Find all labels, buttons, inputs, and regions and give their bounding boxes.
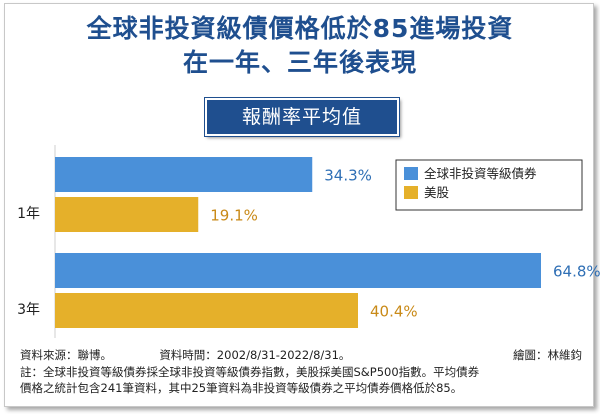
bar xyxy=(55,293,358,328)
category-label: 3年 xyxy=(17,302,40,318)
bar xyxy=(55,253,541,288)
bar xyxy=(55,197,199,232)
chart-subtitle-badge: 報酬率平均值 xyxy=(205,98,399,136)
footer-note-line1: 註：全球非投資等級債券採全球非投資等級債券指數，美股採美國S&P500指數。平均… xyxy=(20,365,480,379)
footer-source: 資料來源：聯博。 xyxy=(20,348,112,362)
bar-value-label: 34.3% xyxy=(324,167,372,185)
legend-entry: 美股 xyxy=(424,185,450,200)
footer-credit: 繪圖：林維鈞 xyxy=(513,348,582,362)
legend-swatch xyxy=(404,167,418,180)
footer-note-line2: 價格之統計包含241筆資料，其中25筆資料為非投資等級債券之平均債券價格低於85… xyxy=(20,381,463,395)
footer-period: 資料時間：2002/8/31-2022/8/31。 xyxy=(159,348,351,362)
bar-value-label: 19.1% xyxy=(210,207,258,225)
bar xyxy=(55,157,313,192)
legend-entry: 全球非投資等級債券 xyxy=(424,166,537,181)
chart-title-line1: 全球非投資級債價格低於85進場投資 xyxy=(86,14,514,43)
bar-value-label: 64.8% xyxy=(553,263,600,281)
chart-title-line2: 在一年、三年後表現 xyxy=(182,48,417,77)
bar-value-label: 40.4% xyxy=(370,303,418,321)
category-label: 1年 xyxy=(17,206,40,222)
footer-meta-line: 資料來源：聯博。 資料時間：2002/8/31-2022/8/31。 繪圖：林維… xyxy=(20,347,590,363)
legend-box xyxy=(395,159,583,211)
legend-swatch xyxy=(404,186,418,199)
